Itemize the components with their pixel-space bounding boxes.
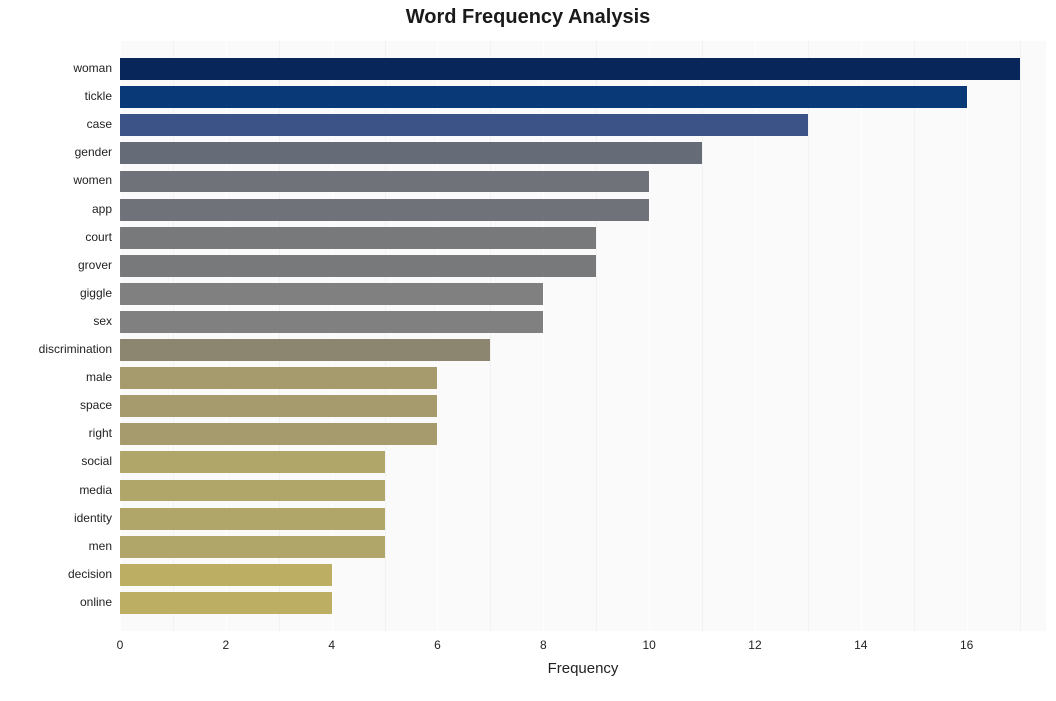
gridline [967,41,968,631]
y-tick-label: right [0,426,112,440]
chart-title: Word Frequency Analysis [0,6,1056,29]
plot-area [120,40,1046,631]
gridline [861,41,862,631]
y-tick-label: social [0,454,112,468]
bar [120,199,649,221]
bar [120,592,332,614]
bar [120,255,596,277]
bar [120,114,808,136]
bar [120,451,385,473]
x-tick-label: 16 [960,638,973,652]
x-tick-label: 12 [748,638,761,652]
y-tick-label: case [0,117,112,131]
bar [120,508,385,530]
y-tick-label: space [0,398,112,412]
bar [120,227,596,249]
y-tick-label: men [0,539,112,553]
y-tick-label: women [0,173,112,187]
bar [120,86,967,108]
gridline-minor [808,41,809,631]
x-tick-label: 6 [434,638,441,652]
bar [120,339,490,361]
y-tick-label: app [0,202,112,216]
y-tick-label: gender [0,145,112,159]
y-tick-label: online [0,595,112,609]
x-tick-label: 8 [540,638,547,652]
x-tick-label: 14 [854,638,867,652]
y-tick-label: discrimination [0,342,112,356]
gridline-minor [1020,41,1021,631]
y-tick-label: court [0,230,112,244]
y-tick-label: identity [0,511,112,525]
y-tick-label: tickle [0,89,112,103]
bar [120,367,437,389]
y-tick-label: giggle [0,286,112,300]
bar [120,423,437,445]
bar [120,142,702,164]
gridline-minor [914,41,915,631]
bar [120,395,437,417]
y-tick-label: male [0,370,112,384]
y-tick-label: sex [0,314,112,328]
y-tick-label: grover [0,258,112,272]
word-frequency-chart: Word Frequency Analysis Frequency woman t… [0,0,1056,701]
bar [120,311,543,333]
bar [120,171,649,193]
bar [120,58,1020,80]
x-tick-label: 2 [222,638,229,652]
bar [120,536,385,558]
x-tick-label: 10 [642,638,655,652]
bar [120,480,385,502]
y-tick-label: decision [0,567,112,581]
xaxis-title: Frequency [120,660,1046,677]
x-tick-label: 0 [117,638,124,652]
bar [120,283,543,305]
y-tick-label: woman [0,61,112,75]
y-tick-label: media [0,483,112,497]
bar [120,564,332,586]
x-tick-label: 4 [328,638,335,652]
